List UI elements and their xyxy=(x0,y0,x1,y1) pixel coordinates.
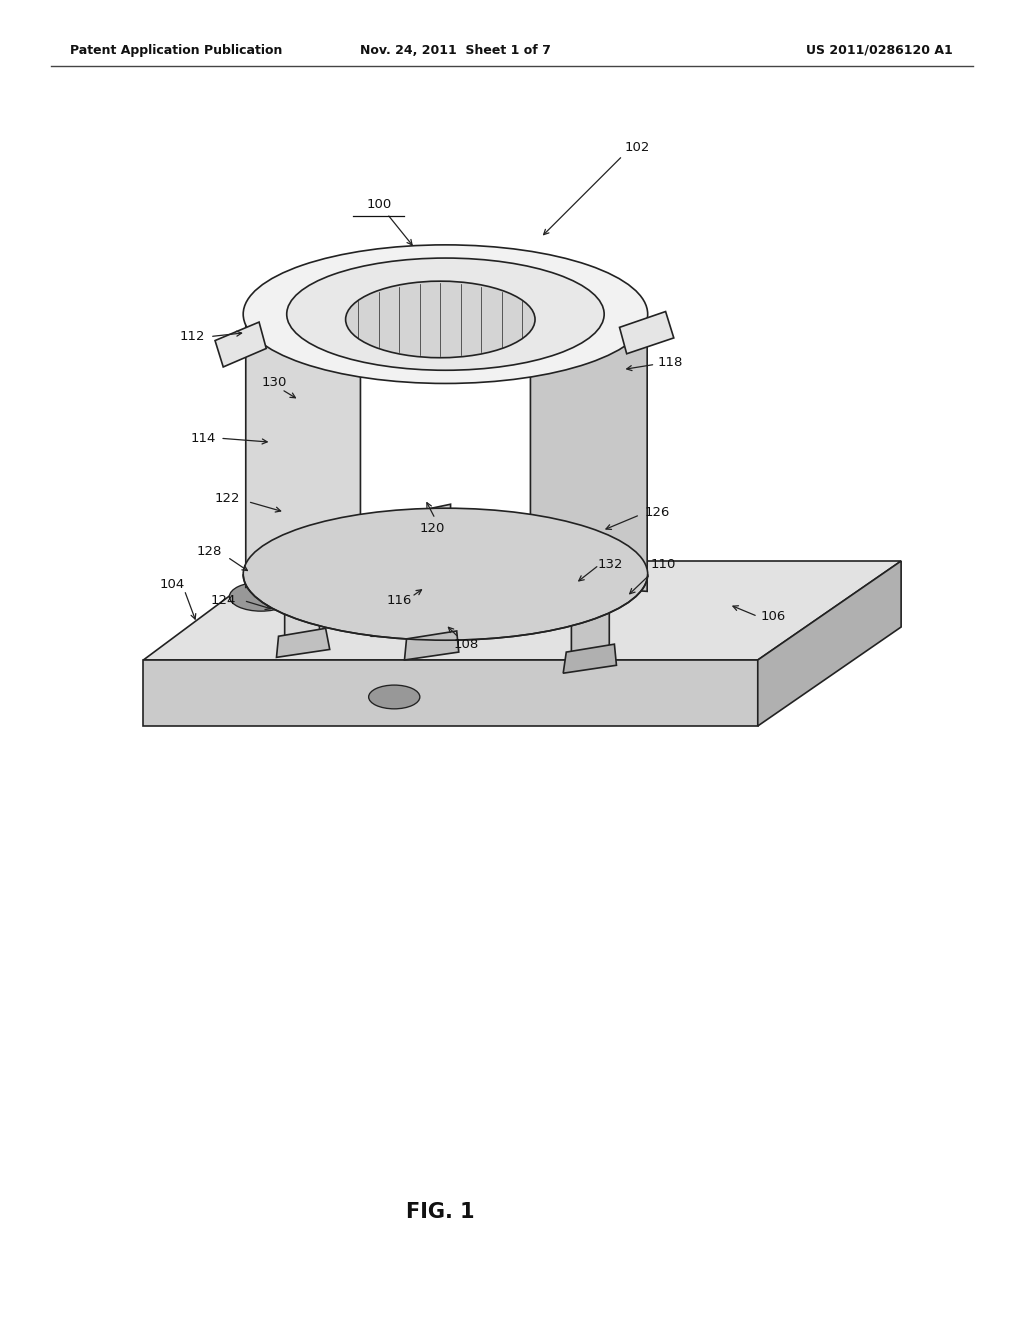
Polygon shape xyxy=(413,504,451,653)
Text: 110: 110 xyxy=(651,558,676,572)
Text: 112: 112 xyxy=(180,330,205,343)
Polygon shape xyxy=(246,306,360,587)
Ellipse shape xyxy=(395,589,465,639)
Text: 106: 106 xyxy=(761,610,785,623)
Text: 122: 122 xyxy=(215,492,240,506)
Polygon shape xyxy=(563,644,616,673)
Polygon shape xyxy=(143,561,901,660)
Polygon shape xyxy=(276,628,330,657)
Text: 126: 126 xyxy=(645,506,670,519)
Polygon shape xyxy=(371,618,489,636)
Text: Nov. 24, 2011  Sheet 1 of 7: Nov. 24, 2011 Sheet 1 of 7 xyxy=(360,44,551,57)
Text: 114: 114 xyxy=(190,432,215,445)
Text: 120: 120 xyxy=(420,521,444,535)
Text: FIG. 1: FIG. 1 xyxy=(406,1201,475,1222)
Ellipse shape xyxy=(543,582,614,611)
Ellipse shape xyxy=(229,582,293,611)
Text: 132: 132 xyxy=(598,558,623,572)
Text: 130: 130 xyxy=(262,376,287,389)
Text: 124: 124 xyxy=(211,594,236,607)
Polygon shape xyxy=(620,312,674,354)
Polygon shape xyxy=(143,660,758,726)
Polygon shape xyxy=(285,502,319,647)
Ellipse shape xyxy=(244,244,648,383)
Polygon shape xyxy=(530,306,647,591)
Text: US 2011/0286120 A1: US 2011/0286120 A1 xyxy=(806,44,952,57)
Polygon shape xyxy=(758,561,901,726)
Text: 128: 128 xyxy=(197,545,221,558)
Text: Patent Application Publication: Patent Application Publication xyxy=(70,44,282,57)
Text: 116: 116 xyxy=(387,594,412,607)
Text: 102: 102 xyxy=(625,141,649,154)
Text: 108: 108 xyxy=(454,638,478,651)
Ellipse shape xyxy=(369,685,420,709)
Text: 100: 100 xyxy=(367,198,391,211)
Ellipse shape xyxy=(346,281,535,358)
Polygon shape xyxy=(215,322,266,367)
Polygon shape xyxy=(571,515,609,667)
Polygon shape xyxy=(404,631,459,660)
Ellipse shape xyxy=(244,508,648,640)
Ellipse shape xyxy=(287,259,604,370)
Text: 118: 118 xyxy=(658,356,683,370)
Text: 104: 104 xyxy=(160,578,184,591)
